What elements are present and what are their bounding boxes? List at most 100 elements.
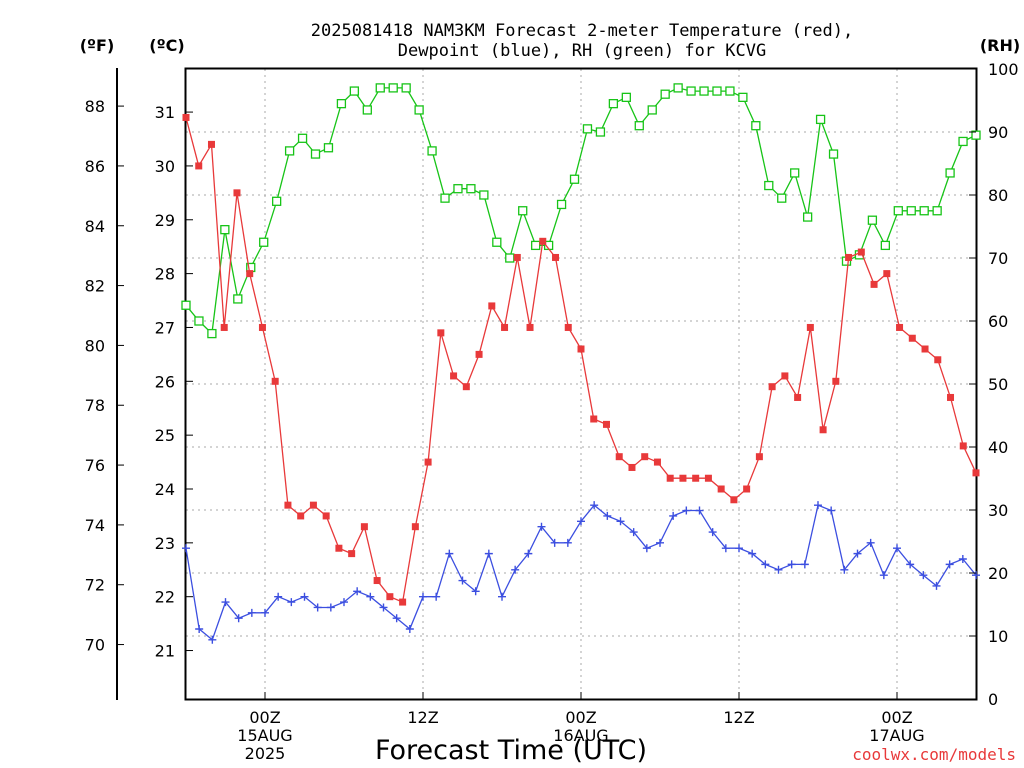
temperature-point bbox=[462, 383, 470, 391]
dewpoint-point bbox=[682, 506, 691, 515]
dewpoint-point bbox=[866, 538, 875, 547]
dewpoint-point bbox=[879, 571, 888, 580]
temperature-point bbox=[552, 253, 560, 261]
rh-point bbox=[712, 86, 722, 96]
rh-point bbox=[220, 224, 230, 235]
rh-point bbox=[660, 89, 670, 99]
rh-point bbox=[582, 124, 593, 134]
time-tick-label: 16AUG bbox=[553, 726, 608, 745]
rh-point bbox=[505, 253, 515, 263]
temperature-point bbox=[947, 393, 955, 401]
rh-tick-label: 70 bbox=[988, 249, 1008, 268]
rh-point bbox=[388, 83, 398, 93]
rh-point bbox=[958, 136, 968, 147]
temperature-point bbox=[908, 334, 916, 342]
temperature-point bbox=[692, 474, 700, 482]
rh-point bbox=[375, 83, 385, 93]
chart-title-line2: Dewpoint (blue), RH (green) for KCVG bbox=[398, 41, 766, 61]
celsius-axis: 21 22 23 24 25 26 27 28 29 30 31 bbox=[155, 103, 193, 661]
dewpoint-point bbox=[906, 560, 915, 569]
temperature-point bbox=[297, 512, 305, 520]
dewpoint-point bbox=[827, 506, 836, 515]
rh-point bbox=[310, 149, 321, 159]
rh-point bbox=[569, 174, 580, 184]
dewpoint-point bbox=[695, 506, 704, 515]
dewpoint-point bbox=[853, 549, 862, 558]
temperature-point bbox=[335, 544, 343, 552]
fahrenheit-tick-label: 80 bbox=[85, 336, 105, 355]
dewpoint-point bbox=[761, 560, 770, 569]
time-tick-label: 12Z bbox=[407, 708, 438, 727]
dewpoint-point bbox=[656, 538, 664, 547]
rh-point bbox=[738, 92, 748, 102]
dewpoint-point bbox=[524, 549, 533, 558]
rh-tick-label: 80 bbox=[988, 186, 1008, 205]
celsius-tick-label: 25 bbox=[155, 426, 175, 445]
dewpoint-point bbox=[432, 592, 441, 601]
dewpoint-point bbox=[274, 592, 283, 601]
celsius-tick-label: 24 bbox=[155, 480, 175, 499]
rh-point bbox=[466, 184, 476, 194]
rh-tick-label: 90 bbox=[988, 123, 1008, 142]
temperature-point bbox=[819, 426, 827, 434]
temperature-point bbox=[195, 162, 203, 170]
rh-point bbox=[971, 130, 981, 140]
temperature-point bbox=[717, 485, 725, 493]
temperature-point bbox=[513, 253, 521, 261]
temperature-point bbox=[794, 393, 802, 401]
rh-point bbox=[621, 92, 631, 102]
rh-tick-label: 20 bbox=[988, 564, 1008, 583]
temperature-point bbox=[258, 323, 266, 331]
rh-point bbox=[440, 193, 450, 203]
rh-unit-label: (RH) bbox=[980, 36, 1020, 55]
temperature-point bbox=[271, 377, 279, 385]
dewpoint-point bbox=[893, 544, 901, 553]
rh-point bbox=[233, 294, 243, 304]
rh-point bbox=[207, 328, 217, 339]
rh-point bbox=[181, 300, 191, 310]
temperature-point bbox=[539, 237, 547, 245]
dewpoint-point bbox=[616, 517, 625, 526]
temperature-point bbox=[526, 323, 534, 331]
dewpoint-point bbox=[774, 565, 783, 574]
time-tick-label: 15AUG bbox=[237, 726, 292, 745]
temperature-point bbox=[870, 280, 878, 288]
dewpoint-point bbox=[458, 576, 467, 585]
rh-point bbox=[479, 190, 489, 200]
rh-point bbox=[647, 105, 657, 115]
time-tick-label: 00Z bbox=[249, 708, 280, 727]
dewpoint-point bbox=[932, 581, 941, 590]
temperature-point bbox=[896, 323, 904, 331]
dewpoint-point bbox=[326, 603, 335, 612]
rh-point bbox=[272, 196, 282, 206]
celsius-tick-label: 31 bbox=[155, 103, 175, 122]
rh-tick-label: 100 bbox=[988, 60, 1019, 79]
temperature-point bbox=[679, 474, 687, 482]
rh-point bbox=[556, 199, 567, 210]
dewpoint-point bbox=[629, 528, 638, 537]
temperature-point bbox=[322, 512, 330, 520]
rh-point bbox=[194, 316, 204, 326]
series-rh bbox=[181, 83, 981, 339]
temperature-point bbox=[959, 442, 967, 450]
rh-point bbox=[802, 212, 813, 222]
dewpoint-point bbox=[405, 625, 414, 633]
celsius-tick-label: 28 bbox=[155, 265, 175, 284]
rh-point bbox=[453, 184, 463, 194]
x-axis-title: Forecast Time (UTC) bbox=[375, 735, 647, 766]
rh-point bbox=[764, 180, 774, 191]
dewpoint-point bbox=[537, 522, 546, 531]
dewpoint-point bbox=[234, 614, 243, 623]
dewpoint-point bbox=[748, 549, 757, 558]
temperature-point bbox=[411, 523, 419, 531]
temperature-point bbox=[475, 350, 483, 358]
temperature-point bbox=[182, 113, 190, 121]
rh-point bbox=[828, 149, 839, 159]
temperature-point bbox=[220, 323, 228, 331]
temperature-point bbox=[348, 550, 356, 558]
temperature-point bbox=[615, 453, 623, 461]
temperature-point bbox=[743, 485, 751, 493]
dewpoint-point bbox=[195, 625, 204, 633]
